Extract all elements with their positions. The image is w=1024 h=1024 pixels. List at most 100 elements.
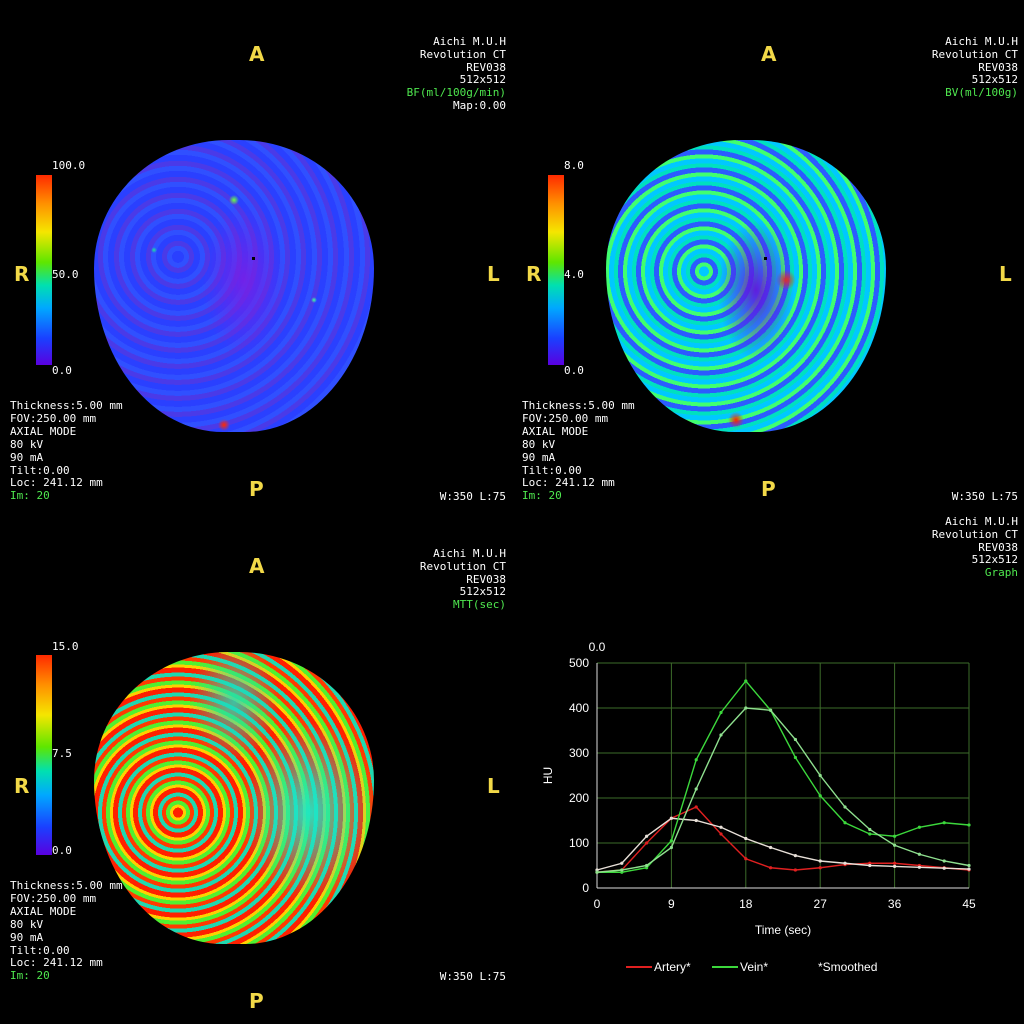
- map-label: BV(ml/100g): [945, 86, 1018, 100]
- scale-min: 0.0: [52, 844, 72, 857]
- data-point: [620, 861, 624, 865]
- data-point: [769, 708, 773, 712]
- data-point: [942, 859, 946, 863]
- data-point: [620, 870, 624, 874]
- scale-min: 0.0: [564, 364, 584, 377]
- data-point: [669, 845, 673, 850]
- data-point: [868, 827, 872, 832]
- legend-vein: Vein*: [740, 960, 768, 974]
- scan-parameters: Thickness:5.00 mm FOV:250.00 mm AXIAL MODE…: [10, 879, 123, 983]
- data-point: [793, 755, 797, 760]
- data-point: [843, 861, 847, 865]
- data-point: [818, 794, 822, 798]
- color-scale-bar: [36, 175, 52, 365]
- x-axis-label: Time (sec): [755, 923, 811, 937]
- chart-title: 0.0: [589, 640, 606, 654]
- data-point: [595, 870, 599, 874]
- data-point: [843, 821, 847, 825]
- scale-mid: 50.0: [52, 268, 79, 281]
- data-point: [744, 706, 748, 710]
- window-level: W:350 L:75: [439, 490, 506, 503]
- data-point: [942, 866, 946, 870]
- orientation-right: R: [526, 262, 542, 286]
- data-point: [645, 863, 649, 868]
- scale-min: 0.0: [52, 364, 72, 377]
- data-point: [793, 737, 797, 742]
- series-line: [597, 679, 970, 873]
- map-label: Graph: [984, 566, 1018, 580]
- data-point: [967, 823, 971, 827]
- orientation-posterior: P: [249, 477, 264, 501]
- roi-marker: [764, 257, 767, 260]
- color-scale-bar: [36, 655, 52, 855]
- color-scale-bar: [548, 175, 564, 365]
- data-point: [893, 834, 897, 838]
- orientation-anterior: A: [761, 42, 777, 66]
- tdc-graph-panel[interactable]: Aichi M.U.H Revolution CT REV038 512x512 Gra…: [512, 512, 1024, 1024]
- scan-parameters: Thickness:5.00 mm FOV:250.00 mm AXIAL MODE…: [522, 399, 635, 503]
- data-point: [719, 832, 723, 836]
- data-point: [893, 843, 897, 847]
- y-tick-label: 200: [569, 791, 589, 805]
- data-point: [793, 854, 797, 858]
- orientation-anterior: A: [249, 554, 265, 578]
- data-point: [967, 867, 971, 871]
- legend-smoothed-note: *Smoothed: [818, 960, 877, 974]
- orientation-left: L: [487, 262, 500, 286]
- data-point: [694, 787, 698, 791]
- y-axis-label: HU: [541, 767, 555, 784]
- study-info: Aichi M.U.H Revolution CT REV038 512x512 BF(…: [406, 35, 506, 112]
- data-point: [917, 825, 921, 829]
- image-number: Im: 20: [522, 489, 562, 503]
- scan-parameters: Thickness:5.00 mm FOV:250.00 mm AXIAL MODE…: [10, 399, 123, 503]
- orientation-posterior: P: [761, 477, 776, 501]
- series-line: [596, 707, 970, 873]
- roi-marker: [252, 257, 255, 260]
- x-tick-label: 45: [962, 897, 976, 911]
- brain-perfusion-image: [606, 140, 886, 432]
- data-point: [719, 710, 723, 715]
- data-point: [818, 773, 822, 778]
- data-point: [769, 845, 773, 850]
- orientation-right: R: [14, 774, 30, 798]
- data-point: [893, 861, 897, 865]
- data-point: [719, 733, 723, 737]
- window-level: W:350 L:75: [951, 490, 1018, 503]
- y-tick-label: 500: [569, 656, 589, 670]
- scale-mid: 7.5: [52, 747, 72, 760]
- bv-map-panel[interactable]: A P R L Aichi M.U.H Revolution CT REV038 51…: [512, 0, 1024, 512]
- series-line: [596, 817, 970, 871]
- brain-perfusion-image: [94, 652, 374, 944]
- scale-max: 15.0: [52, 640, 79, 653]
- bf-map-panel[interactable]: A P R L Aichi M.U.H Revolution CT REV038 51…: [0, 0, 512, 512]
- data-point: [868, 863, 872, 868]
- orientation-right: R: [14, 262, 30, 286]
- data-point: [868, 832, 872, 836]
- data-point: [893, 864, 897, 868]
- data-point: [620, 868, 624, 872]
- image-number: Im: 20: [10, 489, 50, 503]
- study-info: Aichi M.U.H Revolution CT REV038 512x512 Gra…: [931, 515, 1018, 580]
- data-point: [694, 758, 698, 762]
- brain-perfusion-image: [94, 140, 374, 432]
- legend-artery: Artery*: [654, 960, 691, 974]
- y-tick-label: 400: [569, 701, 589, 715]
- x-tick-label: 0: [594, 897, 601, 911]
- mtt-map-panel[interactable]: A P R L Aichi M.U.H Revolution CT REV038 51…: [0, 512, 512, 1024]
- scale-mid: 4.0: [564, 268, 584, 281]
- y-tick-label: 300: [569, 746, 589, 760]
- x-tick-label: 36: [888, 897, 902, 911]
- orientation-left: L: [487, 774, 500, 798]
- orientation-posterior: P: [249, 989, 264, 1013]
- scale-max: 8.0: [564, 159, 584, 172]
- series-line: [596, 806, 970, 873]
- map-label: MTT(sec): [453, 598, 506, 612]
- data-point: [917, 852, 921, 856]
- data-point: [645, 841, 649, 845]
- orientation-anterior: A: [249, 42, 265, 66]
- data-point: [793, 868, 797, 872]
- data-point: [744, 836, 748, 841]
- data-point: [868, 861, 872, 865]
- image-number: Im: 20: [10, 969, 50, 983]
